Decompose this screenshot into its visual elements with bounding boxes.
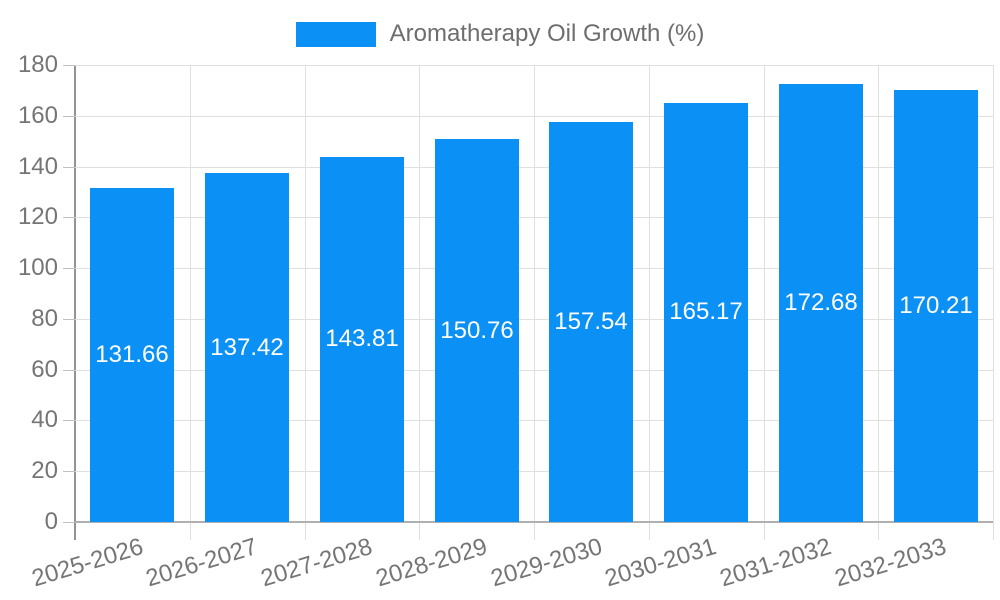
y-tick [63,268,75,269]
bar[interactable] [320,157,404,522]
bar-value-label: 143.81 [325,325,399,352]
bar[interactable] [205,173,289,522]
gridline-v [649,65,650,540]
y-tick [63,217,75,218]
bar[interactable] [894,90,978,522]
gridline-h [75,217,993,218]
bar-value-label: 170.21 [899,292,973,319]
y-tick [63,319,75,320]
y-tick [63,522,75,523]
y-tick [63,65,75,66]
legend-swatch [295,21,376,47]
x-axis-label: 2031-2032 [716,533,835,593]
y-axis-label: 180 [17,51,58,78]
gridline-h [75,319,993,320]
y-axis-label: 60 [31,356,58,383]
bar-value-label: 172.68 [784,289,858,316]
gridline-v [419,65,420,540]
bar[interactable] [90,188,174,522]
bar-value-label: 157.54 [554,308,628,335]
gridline-v [878,65,879,540]
bar-value-label: 165.17 [669,298,743,325]
x-axis-label: 2032-2033 [831,533,950,593]
gridline-h [75,167,993,168]
y-tick [63,370,75,371]
legend[interactable]: Aromatherapy Oil Growth (%) [0,20,1000,48]
x-axis-label: 2025-2026 [28,533,146,593]
bar[interactable] [435,139,519,522]
bar-value-label: 137.42 [210,334,284,361]
y-axis-line [74,65,76,540]
gridline-v [534,65,535,540]
y-axis-label: 40 [31,406,58,433]
gridline-v [305,65,306,540]
y-axis-label: 0 [44,508,58,535]
y-axis-label: 80 [31,305,58,332]
x-axis-label: 2026-2027 [143,533,261,593]
y-tick [63,420,75,421]
gridline-v [190,65,191,540]
y-axis-label: 120 [17,203,58,230]
gridline-h [75,65,993,66]
y-tick [63,167,75,168]
x-axis-label: 2030-2031 [602,533,720,593]
bar-value-label: 131.66 [95,341,169,368]
bar[interactable] [549,122,633,522]
y-axis-label: 140 [17,153,58,180]
legend-label: Aromatherapy Oil Growth (%) [389,20,705,47]
gridline-v [993,65,994,540]
y-tick [63,471,75,472]
gridline-h [75,116,993,117]
y-axis-label: 160 [17,102,58,129]
bar[interactable] [664,103,748,522]
gridline-h [75,268,993,269]
y-axis-label: 20 [31,457,58,484]
x-axis-label: 2029-2030 [487,533,605,593]
x-axis-line [75,521,993,523]
gridline-v [764,65,765,540]
bar-value-label: 150.76 [440,317,514,344]
bar[interactable] [779,84,863,522]
y-axis-label: 100 [17,254,58,281]
x-axis-label: 2027-2028 [257,533,376,593]
gridline-h [75,420,993,421]
gridline-h [75,370,993,371]
y-tick [63,116,75,117]
gridline-h [75,471,993,472]
x-axis-label: 2028-2029 [372,533,491,593]
